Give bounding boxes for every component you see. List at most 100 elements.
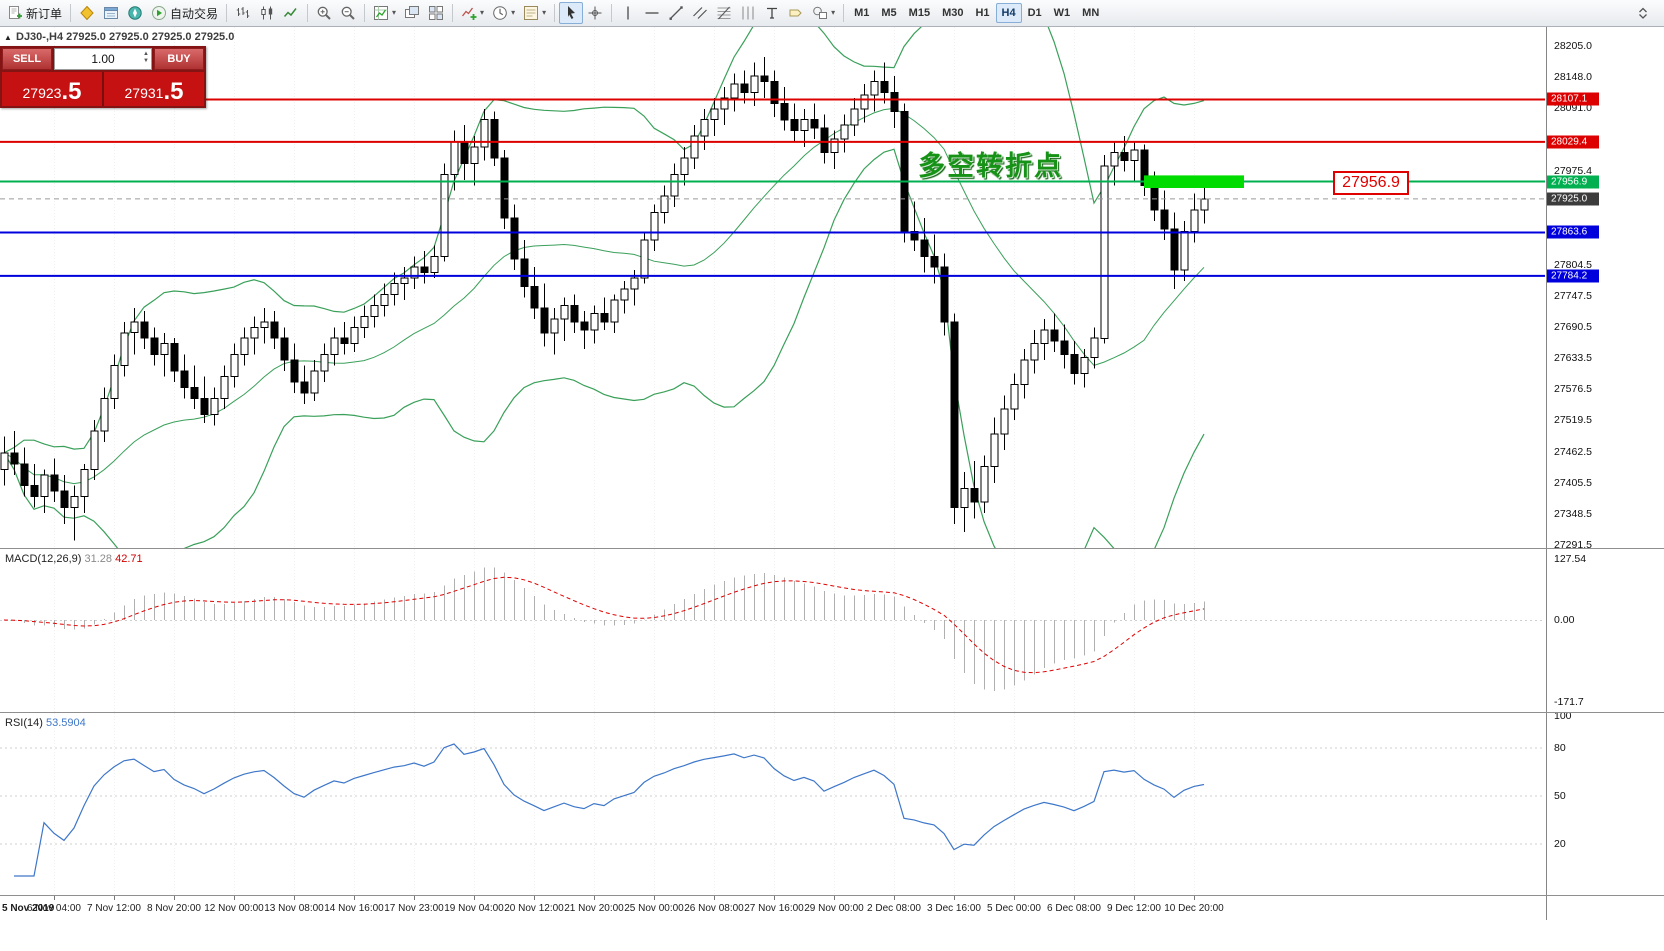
- navigator-button[interactable]: [123, 2, 147, 24]
- time-tick: [654, 896, 655, 900]
- one-click-toggle-icon[interactable]: ▲: [4, 33, 12, 42]
- macd-panel[interactable]: [0, 549, 1546, 712]
- cursor-button[interactable]: [559, 2, 584, 24]
- dropdown-caret-icon: ▾: [542, 8, 547, 17]
- horizontal-line-button[interactable]: [640, 2, 664, 24]
- fibonacci-button[interactable]: [712, 2, 736, 24]
- time-axis[interactable]: 5 Nov 2019 6 Nov 04:00 7 Nov 12:00 8 Nov 20…: [0, 896, 1546, 926]
- candle: [510, 217, 519, 260]
- shapes-icon: [813, 6, 828, 19]
- candle: [630, 277, 639, 290]
- toolbar-separator: [611, 4, 613, 22]
- new-chart-button[interactable]: ▾: [369, 2, 400, 24]
- candle: [200, 397, 209, 416]
- shapes-button[interactable]: ▾: [808, 2, 839, 24]
- auto-trading-button-label: 自动交易: [170, 6, 219, 21]
- spin-up-icon[interactable]: ▲: [143, 51, 149, 57]
- candle: [1080, 356, 1089, 375]
- market-watch-button[interactable]: [75, 2, 99, 24]
- time-tick: [354, 896, 355, 900]
- buy-button[interactable]: BUY: [154, 48, 204, 70]
- cascade-windows-button[interactable]: [400, 2, 424, 24]
- axis-tick-label: 27462.5: [1554, 445, 1592, 458]
- data-window-button[interactable]: [99, 2, 123, 24]
- macd-label: MACD(12,26,9) 31.28 42.71: [5, 553, 143, 565]
- price-axis[interactable]: 28205.0 28148.0 28091.0 27975.4 27804.5 27747…: [1546, 27, 1664, 920]
- tile-icon: [429, 6, 444, 20]
- volume-value: 1.00: [91, 52, 115, 66]
- periods-button[interactable]: ▾: [488, 2, 519, 24]
- timeframe-w1[interactable]: W1: [1048, 3, 1077, 23]
- time-tick: [594, 896, 595, 900]
- axis-tick-label: 0.00: [1554, 614, 1575, 626]
- templates-button[interactable]: ▾: [519, 2, 550, 24]
- volume-stepper[interactable]: 1.00 ▲ ▼: [54, 48, 152, 70]
- candle: [230, 354, 239, 377]
- toolbar-overflow-button[interactable]: [1631, 2, 1655, 24]
- candle: [500, 157, 509, 219]
- one-click-trading-panel: SELL 1.00 ▲ ▼ BUY 27923.5 27931.5: [0, 46, 206, 108]
- axis-tick-label: 28205.0: [1554, 40, 1592, 52]
- new-order-button[interactable]: 新订单: [3, 2, 66, 24]
- timeframe-mn[interactable]: MN: [1076, 3, 1105, 23]
- text-button[interactable]: [760, 2, 784, 24]
- crosshair-button[interactable]: [583, 2, 607, 24]
- main-chart[interactable]: [0, 27, 1546, 548]
- zoom-in-button[interactable]: [312, 2, 336, 24]
- candle: [1180, 231, 1189, 271]
- candle: [520, 258, 529, 287]
- zoom-out-button[interactable]: [336, 2, 360, 24]
- panel-separator[interactable]: [0, 548, 1664, 549]
- timeframe-h4[interactable]: H4: [995, 3, 1022, 23]
- candle: [170, 343, 179, 372]
- candlestick-chart-button[interactable]: [255, 2, 279, 24]
- axis-tick-label: 80: [1554, 742, 1566, 754]
- auto-trading-button[interactable]: 自动交易: [147, 2, 222, 24]
- cycle-lines-button[interactable]: [736, 2, 760, 24]
- vertical-line-button[interactable]: [616, 2, 640, 24]
- axis-tick-label: 27747.5: [1554, 289, 1592, 302]
- label-button[interactable]: [784, 2, 808, 24]
- axis-tick-label: 27405.5: [1554, 476, 1592, 489]
- candle: [710, 108, 719, 121]
- time-tick-label: 5 Dec 00:00: [987, 903, 1041, 914]
- time-tick: [834, 896, 835, 900]
- candle: [220, 376, 229, 399]
- timeframe-d1[interactable]: D1: [1022, 3, 1048, 23]
- indicators-button[interactable]: ▾: [457, 2, 488, 24]
- axis-tick-label: 27633.5: [1554, 352, 1592, 365]
- timeframe-m1[interactable]: M1: [848, 3, 875, 23]
- line-chart-button[interactable]: [279, 2, 303, 24]
- bar-chart-button[interactable]: [231, 2, 255, 24]
- candle: [370, 304, 379, 317]
- timeframe-h1[interactable]: H1: [969, 3, 995, 23]
- panel-separator[interactable]: [0, 712, 1664, 713]
- axis-tick-label: 27804.5: [1554, 258, 1592, 271]
- candle: [620, 288, 629, 301]
- channel-icon: [693, 7, 708, 19]
- equidistant-channel-button[interactable]: [688, 2, 712, 24]
- trendline-button[interactable]: [664, 2, 688, 24]
- price-callout-box[interactable]: 27956.9: [1333, 171, 1409, 195]
- buy-price-button[interactable]: 27931.5: [104, 72, 204, 106]
- rsi-panel[interactable]: [0, 713, 1546, 895]
- candle: [590, 313, 599, 331]
- axis-tick-label: -171.7: [1554, 696, 1584, 709]
- timeframe-m15[interactable]: M15: [903, 3, 936, 23]
- candle: [840, 124, 849, 140]
- spin-down-icon[interactable]: ▼: [143, 58, 149, 64]
- time-tick-label: 2 Dec 08:00: [867, 903, 921, 914]
- cascade-icon: [405, 6, 420, 18]
- tile-windows-button[interactable]: [424, 2, 448, 24]
- candle: [150, 337, 159, 356]
- toolbar-separator: [554, 4, 556, 22]
- timeframe-m5[interactable]: M5: [875, 3, 902, 23]
- highlight-box: [1144, 175, 1244, 188]
- volume-spin-buttons[interactable]: ▲ ▼: [143, 51, 149, 65]
- time-tick-label: 14 Nov 16:00: [324, 903, 384, 914]
- timeframe-m30[interactable]: M30: [936, 3, 969, 23]
- price-axis-chip: 28029.4: [1547, 135, 1599, 149]
- time-tick: [174, 896, 175, 900]
- sell-price-button[interactable]: 27923.5: [2, 72, 104, 106]
- sell-button[interactable]: SELL: [2, 48, 52, 70]
